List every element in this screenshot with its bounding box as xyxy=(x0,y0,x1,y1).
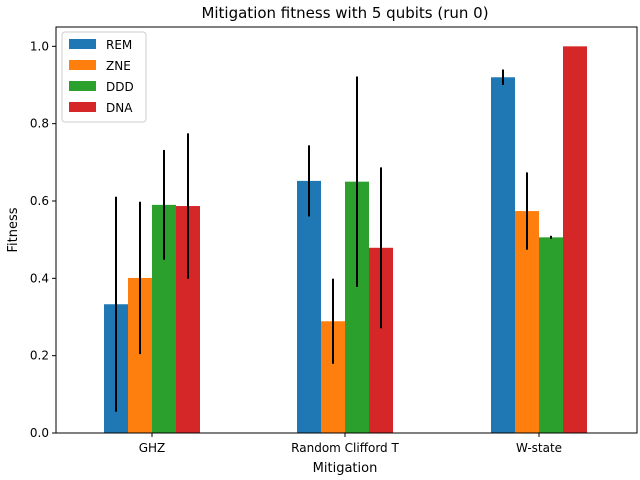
y-tick-label: 0.8 xyxy=(30,117,49,131)
x-axis-label: Mitigation xyxy=(313,461,378,476)
legend-label-ddd: DDD xyxy=(106,80,134,94)
legend: REM ZNE DDD DNA xyxy=(61,31,147,123)
bar-rem-random-clifford-t xyxy=(297,180,321,433)
y-tick-label: 0.6 xyxy=(30,194,49,208)
legend-swatch-dna xyxy=(69,102,96,112)
bars-group xyxy=(104,46,587,434)
y-tick-label: 0.0 xyxy=(30,426,49,440)
y-tick-label: 0.4 xyxy=(30,271,49,285)
legend-swatch-rem xyxy=(69,39,96,49)
y-axis: 0.0 0.2 0.4 0.6 0.8 1.0 xyxy=(30,39,56,440)
x-tick-label: W-state xyxy=(516,441,562,455)
y-tick-label: 0.2 xyxy=(30,349,49,363)
y-axis-label: Fitness xyxy=(6,207,21,252)
bar-ddd-w-state xyxy=(539,237,563,433)
legend-label-rem: REM xyxy=(106,38,132,52)
x-tick-label: Random Clifford T xyxy=(291,441,399,455)
bar-rem-w-state xyxy=(491,77,515,434)
legend-label-dna: DNA xyxy=(106,101,133,115)
chart-title: Mitigation fitness with 5 qubits (run 0) xyxy=(201,4,488,22)
x-tick-label: GHZ xyxy=(139,441,166,455)
x-axis: GHZ Random Clifford T W-state xyxy=(139,433,562,455)
plot-frame xyxy=(55,26,638,434)
legend-swatch-zne xyxy=(69,60,96,70)
legend-swatch-ddd xyxy=(69,81,96,91)
legend-label-zne: ZNE xyxy=(106,59,131,73)
y-tick-label: 1.0 xyxy=(30,39,49,53)
error-bars-group xyxy=(115,69,552,412)
bar-dna-w-state xyxy=(563,46,587,433)
legend-box xyxy=(61,31,147,123)
